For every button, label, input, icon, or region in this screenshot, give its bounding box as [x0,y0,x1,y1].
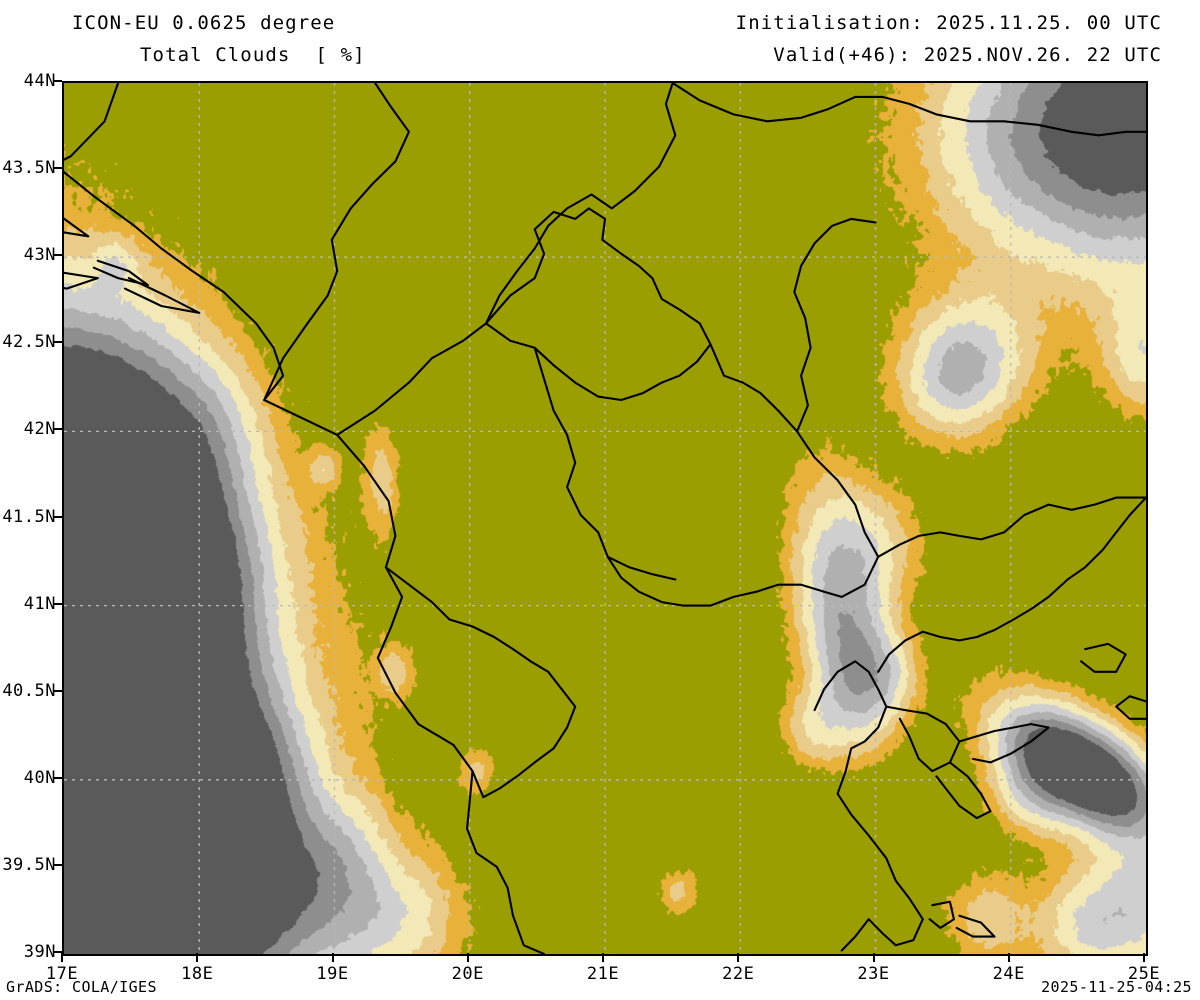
x-axis-tick [602,953,604,962]
x-axis-tick [1143,953,1145,962]
y-axis-tick [53,254,62,257]
y-axis-tick [53,951,62,953]
x-axis-tick [196,953,199,962]
map-plot-area[interactable] [62,81,1148,956]
y-axis-tick [53,863,62,866]
y-axis-tick [53,80,62,82]
x-axis-tick [737,953,740,962]
y-axis-label: 42.5N [2,332,56,353]
y-axis-label: 41.5N [2,506,56,527]
x-axis-label: 19E [316,964,349,984]
render-timestamp: 2025-11-25-04:25 [1041,978,1192,996]
x-axis-label: 25E [1127,964,1161,984]
x-axis-tick [331,953,334,962]
header: ICON-EU 0.0625 degree Total Clouds [ %] … [0,0,1200,76]
y-axis-label: 42N [23,419,56,440]
x-axis-tick [61,953,63,962]
x-axis-label: 18E [181,964,214,984]
y-axis-tick [53,428,62,431]
grads-credit: GrADS: COLA/IGES [6,978,157,996]
y-axis-label: 43.5N [2,158,56,179]
y-axis-tick [53,167,62,170]
x-axis-label: 23E [857,964,890,984]
y-axis-tick [53,776,62,779]
y-axis-label: 39.5N [2,854,56,875]
y-axis-tick [53,689,62,692]
valid-time: Valid(+46): 2025.NOV.26. 22 UTC [773,44,1162,66]
y-axis-label: 39N [23,942,56,962]
lat-lon-gridlines [64,83,1146,954]
x-axis-tick [1007,953,1010,962]
map-canvas-stack [64,83,1146,954]
x-axis-label: 24E [992,964,1025,984]
x-axis-tick [466,953,469,962]
x-axis-tick [872,953,875,962]
y-axis-tick [53,341,62,344]
y-axis-label: 43N [23,245,56,266]
x-axis-label: 20E [451,964,484,984]
x-axis-label: 17E [45,964,79,984]
y-axis-tick [53,515,62,518]
y-axis-label: 40N [23,767,56,788]
y-axis-tick [53,602,62,605]
y-axis-label: 44N [23,71,56,91]
model-title: ICON-EU 0.0625 degree [72,12,336,34]
y-axis-label: 41N [23,593,56,614]
y-axis-label: 40.5N [2,680,56,701]
field-title: Total Clouds [ %] [140,44,366,66]
x-axis-label: 21E [586,964,620,984]
x-axis-label: 22E [722,964,755,984]
coastlines-and-borders [64,83,1146,954]
initialisation-time: Initialisation: 2025.11.25. 00 UTC [735,12,1162,34]
